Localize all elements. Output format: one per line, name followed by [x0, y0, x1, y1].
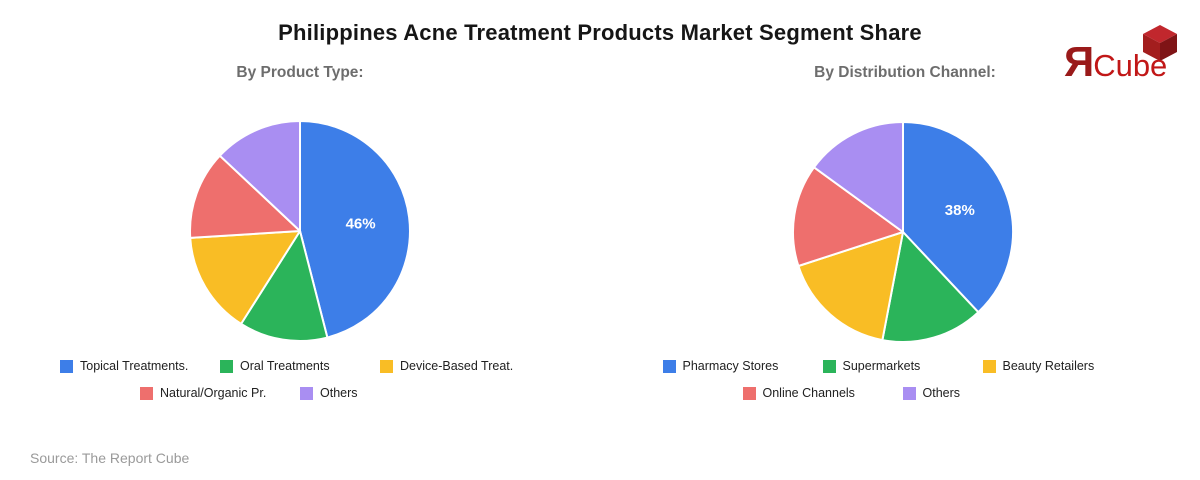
page-title: Philippines Acne Treatment Products Mark… — [278, 20, 922, 45]
legend-swatch-icon — [662, 359, 676, 373]
legend-label: Others — [320, 386, 358, 400]
pie-slice-pharmacy-stores — [902, 121, 1014, 314]
brand-wordmark: ЯCube — [1064, 41, 1167, 83]
legend-item-others: Others — [300, 383, 460, 403]
legend-row: Pharmacy Stores Supermarkets Beauty Retail… — [662, 356, 1143, 376]
pie-slice-supermarkets — [881, 231, 980, 343]
legend-row: Natural/Organic Pr. Others — [140, 383, 460, 403]
legend-label: Topical Treatments. — [80, 359, 189, 373]
chart-subtitle-distribution-channel: By Distribution Channel: — [814, 64, 996, 81]
legend-swatch-icon — [60, 359, 73, 373]
legend-label: Oral Treatments — [240, 359, 330, 373]
legend-item-oral-treatments: Oral Treatments — [220, 356, 380, 376]
legend-item-topical-treatments: Topical Treatments. — [60, 356, 220, 376]
pie-chart-distribution-channel: 38% — [791, 121, 1014, 343]
legend-item-supermarkets: Supermarkets — [822, 356, 983, 376]
chart-subtitle-product-type: By Product Type: — [236, 64, 364, 81]
pie-slice-beauty-retailers — [797, 231, 904, 342]
legend-swatch-icon — [742, 386, 756, 400]
pie-slice-others — [813, 121, 904, 233]
legend-label: Online Channels — [762, 386, 855, 400]
legend-distribution-channel: Pharmacy Stores Supermarkets Beauty Retail… — [605, 356, 1200, 403]
legend-swatch-icon — [902, 386, 916, 400]
legend-swatch-icon — [140, 386, 153, 400]
legend-swatch-icon — [982, 359, 996, 373]
legend-item-device-based-treat: Device-Based Treat. — [380, 356, 540, 376]
legend-label: Beauty Retailers — [1002, 359, 1095, 373]
brand-name: Cube — [1093, 48, 1168, 83]
legend-item-natural-organic-pr: Natural/Organic Pr. — [140, 383, 300, 403]
legend-item-others: Others — [902, 383, 1063, 403]
legend-product-type: Topical Treatments. Oral Treatments Device… — [0, 356, 600, 403]
legend-item-pharmacy-stores: Pharmacy Stores — [662, 356, 823, 376]
pie-slice-topical-treatments — [299, 120, 411, 339]
pie-data-label: 38% — [945, 202, 975, 219]
brand-logo: ЯCube — [1058, 24, 1182, 83]
legend-item-online-channels: Online Channels — [742, 383, 903, 403]
legend-label: Others — [922, 386, 961, 400]
legend-swatch-icon — [220, 359, 233, 373]
legend-label: Natural/Organic Pr. — [160, 386, 267, 400]
legend-swatch-icon — [822, 359, 836, 373]
pie-slice-natural-organic-pr — [189, 154, 301, 239]
source-note: Source: The Report Cube — [30, 450, 190, 466]
pie-data-label: 46% — [346, 216, 376, 233]
legend-row: Online Channels Others — [742, 383, 1063, 403]
brand-r-letter: Я — [1064, 38, 1094, 85]
legend-swatch-icon — [380, 359, 393, 373]
red-3d-cube-icon — [1143, 25, 1177, 61]
pie-slice-oral-treatments — [240, 230, 329, 342]
pie-chart-product-type: 46% — [189, 120, 411, 342]
legend-label: Supermarkets — [842, 359, 921, 373]
legend-row: Topical Treatments. Oral Treatments Device… — [60, 356, 540, 376]
legend-label: Pharmacy Stores — [682, 359, 779, 373]
pie-slice-online-channels — [791, 166, 904, 267]
legend-label: Device-Based Treat. — [400, 359, 514, 373]
pie-slice-others — [218, 120, 301, 232]
legend-swatch-icon — [300, 386, 313, 400]
legend-item-beauty-retailers: Beauty Retailers — [982, 356, 1143, 376]
pie-slice-device-based-treat — [189, 230, 301, 325]
